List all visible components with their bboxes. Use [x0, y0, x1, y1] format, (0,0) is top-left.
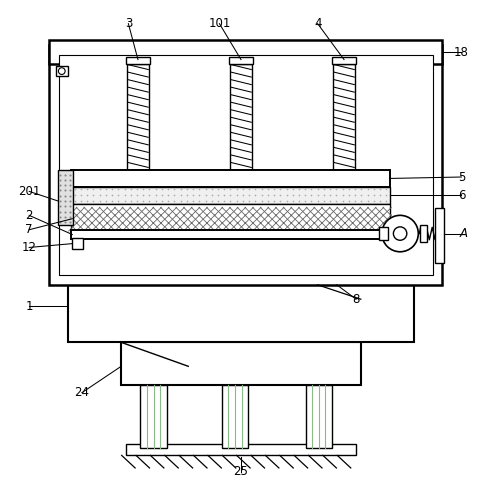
Bar	[230, 65, 252, 170]
Bar	[68, 285, 414, 342]
Bar	[126, 444, 356, 455]
Circle shape	[58, 68, 65, 74]
Bar	[126, 57, 150, 65]
Bar	[435, 208, 444, 263]
Bar	[332, 57, 356, 65]
Bar	[127, 65, 149, 170]
Text: 24: 24	[74, 386, 89, 399]
Text: 3: 3	[125, 17, 132, 30]
Text: 18: 18	[454, 46, 469, 59]
Circle shape	[382, 215, 418, 252]
Text: 5: 5	[458, 171, 465, 183]
Text: 1: 1	[26, 300, 33, 313]
Bar	[71, 170, 389, 186]
Text: 8: 8	[352, 293, 360, 306]
Bar	[306, 386, 332, 448]
Bar	[222, 386, 248, 448]
Text: 7: 7	[26, 223, 33, 236]
Text: A: A	[460, 227, 468, 240]
Bar	[379, 227, 388, 240]
Bar	[420, 225, 427, 242]
Bar	[49, 45, 442, 285]
Bar	[49, 40, 442, 65]
Bar	[55, 66, 68, 76]
Bar	[58, 170, 73, 225]
Bar	[72, 238, 83, 249]
Text: 4: 4	[314, 17, 321, 30]
Bar	[229, 57, 253, 65]
Bar	[71, 186, 389, 204]
Text: 2: 2	[26, 209, 33, 222]
Text: 201: 201	[18, 185, 40, 198]
Bar	[121, 342, 361, 386]
Bar	[71, 230, 389, 239]
Text: 6: 6	[458, 189, 465, 202]
Circle shape	[393, 227, 407, 240]
Bar	[140, 386, 167, 448]
Text: 25: 25	[234, 465, 248, 478]
Text: 12: 12	[22, 241, 37, 254]
Bar	[333, 65, 355, 170]
Bar	[71, 204, 389, 230]
Text: 101: 101	[208, 17, 230, 30]
Bar	[59, 55, 433, 275]
